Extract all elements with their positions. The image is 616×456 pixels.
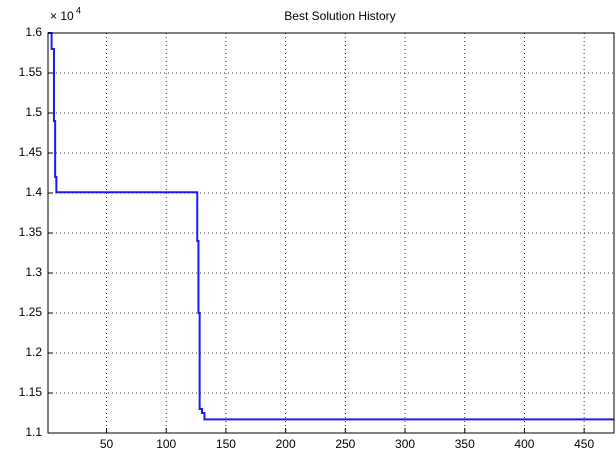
plot-area (48, 33, 614, 433)
y-tick-label: 1.6 (25, 25, 42, 39)
y-multiplier: × 10 (50, 9, 74, 23)
y-tick-label: 1.1 (25, 425, 42, 439)
y-tick-label: 1.15 (19, 385, 43, 399)
x-tick-label: 300 (395, 437, 415, 451)
y-tick-label: 1.55 (19, 65, 43, 79)
y-multiplier-exponent: 4 (76, 5, 81, 15)
axes-box (47, 32, 615, 434)
y-tick-label: 1.25 (19, 305, 43, 319)
y-tick-label: 1.45 (19, 145, 43, 159)
x-tick-label: 50 (100, 437, 114, 451)
x-tick-label: 200 (276, 437, 296, 451)
x-tick-label: 400 (514, 437, 534, 451)
y-tick-label: 1.2 (25, 345, 42, 359)
y-tick-label: 1.4 (25, 185, 42, 199)
y-tick-label: 1.5 (25, 105, 42, 119)
x-tick-label: 150 (216, 437, 236, 451)
x-tick-label: 100 (156, 437, 176, 451)
y-tick-label: 1.3 (25, 265, 42, 279)
x-tick-label: 450 (574, 437, 594, 451)
x-tick-label: 350 (455, 437, 475, 451)
y-tick-label: 1.35 (19, 225, 43, 239)
chart-title: Best Solution History (284, 9, 395, 23)
x-tick-label: 250 (335, 437, 355, 451)
data-line (48, 32, 614, 421)
